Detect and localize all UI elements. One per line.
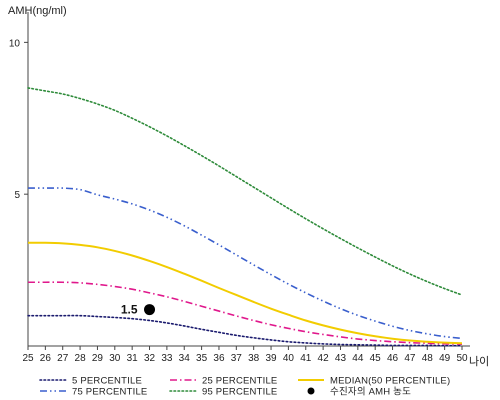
series-layer bbox=[27, 87, 463, 347]
legend-label-1: 25 PERCENTILE bbox=[202, 376, 277, 387]
x-tick-label-37: 37 bbox=[231, 353, 243, 364]
x-tick-label-35: 35 bbox=[196, 353, 208, 364]
legend-item-3: 75 PERCENTILE bbox=[40, 387, 147, 398]
x-axis-label: 나이 bbox=[469, 355, 489, 368]
x-tick-label-40: 40 bbox=[283, 353, 295, 364]
legend-item-2: MEDIAN(50 PERCENTILE) bbox=[298, 376, 450, 387]
axes: 25 26 27 28 29 30 31 32 33 34 35 36 37 38 39 40 41 42 43 44… bbox=[9, 12, 470, 364]
x-tick-label-28: 28 bbox=[75, 353, 87, 364]
series-25-percentile-line bbox=[27, 281, 463, 345]
x-tick-label-45: 45 bbox=[370, 353, 382, 364]
legend-item-5: 수진자의 AMH 농도 bbox=[307, 387, 411, 398]
x-tick-label-33: 33 bbox=[161, 353, 173, 364]
x-tick-label-25: 25 bbox=[22, 353, 34, 364]
x-tick-label-43: 43 bbox=[335, 353, 347, 364]
x-tick-label-47: 47 bbox=[404, 353, 416, 364]
y-axis-label: AMH(ng/ml) bbox=[8, 5, 67, 17]
x-tick-label-27: 27 bbox=[57, 353, 69, 364]
legend-label-2: MEDIAN(50 PERCENTILE) bbox=[330, 376, 450, 387]
legend-swatch-5 bbox=[307, 387, 315, 395]
series-5-percentile-line bbox=[27, 314, 463, 347]
x-tick-label-41: 41 bbox=[300, 353, 312, 364]
x-tick-label-32: 32 bbox=[144, 353, 156, 364]
x-tick-label-31: 31 bbox=[127, 353, 139, 364]
x-tick-label-38: 38 bbox=[248, 353, 260, 364]
patient-amh-point bbox=[144, 304, 156, 316]
legend-label-3: 75 PERCENTILE bbox=[72, 387, 147, 398]
x-tick-label-46: 46 bbox=[387, 353, 399, 364]
series-75-percentile-line bbox=[27, 187, 463, 340]
legend-label-4: 95 PERCENTILE bbox=[202, 387, 277, 398]
x-tick-label-44: 44 bbox=[352, 353, 364, 364]
series-95-percentile-line bbox=[27, 87, 463, 296]
x-tick-label-39: 39 bbox=[265, 353, 277, 364]
legend-item-4: 95 PERCENTILE bbox=[169, 387, 277, 398]
x-tick-label-36: 36 bbox=[213, 353, 225, 364]
x-tick-label-42: 42 bbox=[318, 353, 330, 364]
series-median-50-percentile-line bbox=[27, 241, 463, 345]
points-layer: 1.5 bbox=[121, 303, 156, 317]
patient-amh-value-label: 1.5 bbox=[121, 303, 138, 317]
x-tick-label-50: 50 bbox=[456, 353, 468, 364]
x-tick-label-26: 26 bbox=[40, 353, 52, 364]
y-tick-label-10: 10 bbox=[9, 38, 21, 49]
x-tick-label-29: 29 bbox=[92, 353, 104, 364]
legend: 5 PERCENTILE 25 PERCENTILE MEDIAN(50 PERCE… bbox=[39, 376, 450, 398]
legend-item-1: 25 PERCENTILE bbox=[170, 376, 277, 387]
x-tick-label-34: 34 bbox=[179, 353, 191, 364]
x-tick-label-30: 30 bbox=[109, 353, 121, 364]
x-tick-label-49: 49 bbox=[439, 353, 451, 364]
legend-item-0: 5 PERCENTILE bbox=[39, 376, 142, 387]
y-tick-label-5: 5 bbox=[14, 190, 20, 201]
legend-label-0: 5 PERCENTILE bbox=[72, 376, 142, 387]
legend-label-5: 수진자의 AMH 농도 bbox=[330, 387, 411, 398]
x-tick-label-48: 48 bbox=[422, 353, 434, 364]
